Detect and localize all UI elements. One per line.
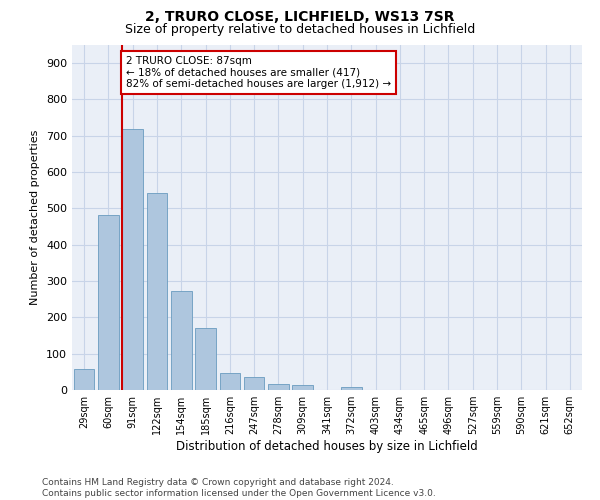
Text: 2, TRURO CLOSE, LICHFIELD, WS13 7SR: 2, TRURO CLOSE, LICHFIELD, WS13 7SR: [145, 10, 455, 24]
Y-axis label: Number of detached properties: Number of detached properties: [31, 130, 40, 305]
Bar: [268, 384, 289, 390]
Bar: [244, 378, 265, 390]
Text: Size of property relative to detached houses in Lichfield: Size of property relative to detached ho…: [125, 22, 475, 36]
Bar: [292, 385, 313, 390]
Bar: [122, 128, 143, 390]
Bar: [98, 214, 119, 390]
Bar: [171, 291, 191, 390]
Text: Contains HM Land Registry data © Crown copyright and database right 2024.
Contai: Contains HM Land Registry data © Crown c…: [42, 478, 436, 498]
Bar: [195, 328, 216, 390]
Bar: [146, 193, 167, 390]
Bar: [74, 370, 94, 390]
X-axis label: Distribution of detached houses by size in Lichfield: Distribution of detached houses by size …: [176, 440, 478, 453]
Bar: [220, 374, 240, 390]
Bar: [341, 386, 362, 390]
Text: 2 TRURO CLOSE: 87sqm
← 18% of detached houses are smaller (417)
82% of semi-deta: 2 TRURO CLOSE: 87sqm ← 18% of detached h…: [126, 56, 391, 89]
